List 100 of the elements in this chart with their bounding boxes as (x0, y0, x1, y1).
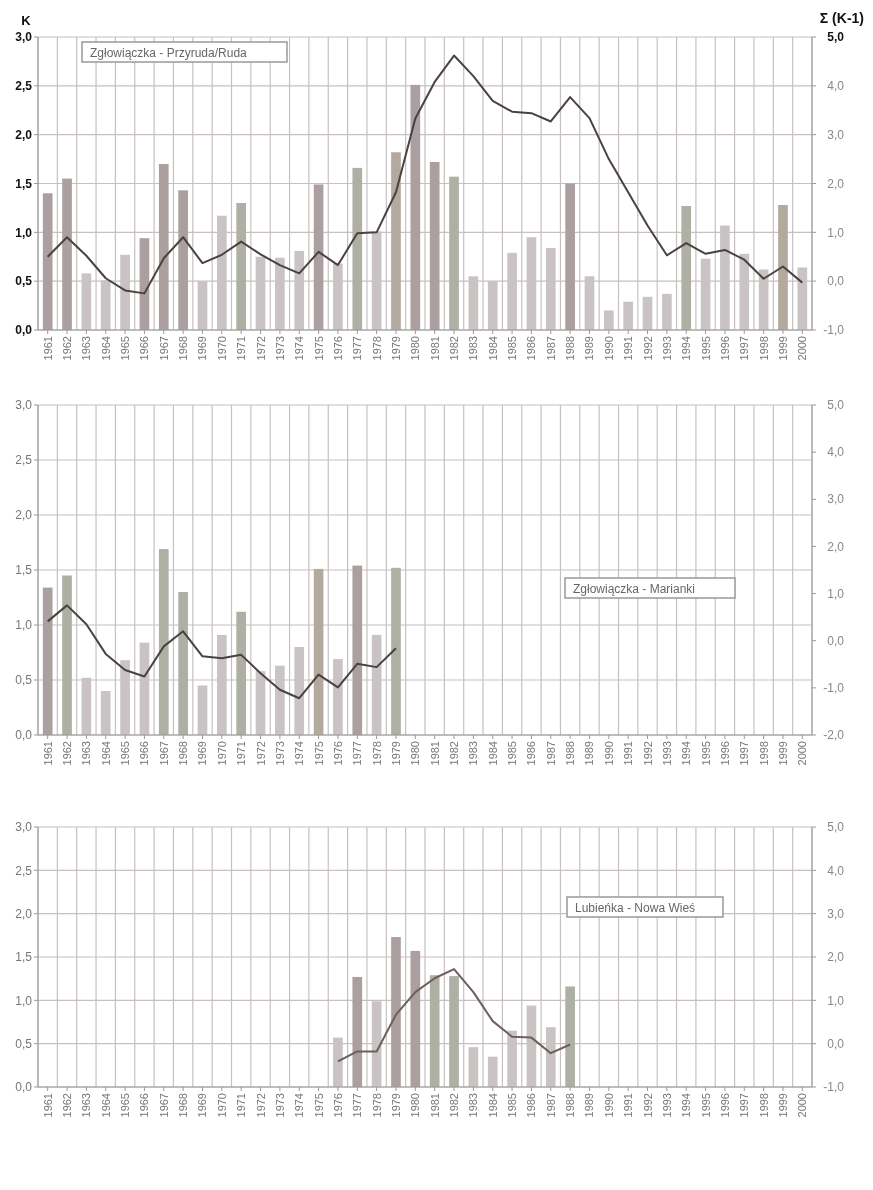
x-tick-label: 1962 (61, 336, 74, 361)
x-tick-label: 1977 (351, 1093, 364, 1118)
x-tick-label: 1999 (776, 1093, 789, 1118)
x-tick-label: 1976 (331, 1093, 344, 1118)
x-tick-label: 1970 (215, 1093, 228, 1118)
x-tick-label: 1984 (486, 741, 499, 766)
y2-tick-label: 1,0 (827, 586, 845, 601)
bar (410, 84, 421, 330)
y-tick-label: 3,0 (15, 820, 33, 835)
bar (449, 976, 459, 1087)
bar (197, 685, 208, 735)
x-tick-label: 1992 (641, 1093, 654, 1118)
title-box: Zgłowiączka - Przyruda/Ruda (81, 41, 288, 63)
y-axis-title: K (21, 13, 32, 28)
x-tick-label: 1967 (157, 336, 170, 361)
x-tick-label: 1985 (506, 1093, 519, 1118)
y2-tick-label: 4,0 (827, 445, 845, 460)
x-tick-label: 1962 (61, 741, 74, 766)
x-tick-label: 1972 (254, 1093, 267, 1118)
y-tick-label: 0,0 (15, 1080, 33, 1095)
y2-tick-label: 0,0 (827, 1036, 845, 1051)
x-tick-label: 1961 (41, 336, 54, 361)
x-tick-label: 1991 (622, 336, 635, 361)
x-tick-label: 1994 (680, 1093, 693, 1118)
x-tick-label: 1988 (564, 336, 577, 361)
x-tick-label: 1965 (119, 1093, 132, 1118)
x-tick-label: 1984 (486, 1093, 499, 1118)
x-tick-label: 1994 (680, 336, 693, 361)
x-tick-label: 1992 (641, 741, 654, 766)
y2-tick-label: 5,0 (827, 820, 845, 835)
bar (565, 183, 575, 330)
x-tick-label: 1978 (370, 1093, 383, 1118)
x-tick-label: 1997 (738, 741, 751, 766)
x-tick-label: 1982 (448, 1093, 461, 1118)
x-tick-label: 1995 (699, 336, 712, 361)
x-tick-label: 1964 (99, 741, 112, 766)
x-tick-label: 1997 (738, 336, 751, 361)
x-tick-label: 2000 (796, 1093, 809, 1118)
x-tick-label: 1990 (602, 1093, 615, 1118)
x-tick-label: 1979 (389, 741, 402, 766)
x-tick-label: 2000 (796, 336, 809, 361)
line-series (336, 968, 572, 1063)
y2-tick-label: 3,0 (827, 492, 845, 507)
y-tick-label: 1,5 (15, 176, 33, 191)
x-tick-label: 1973 (273, 336, 286, 361)
x-tick-label: 1973 (273, 1093, 286, 1118)
x-tick-label: 1999 (776, 741, 789, 766)
bar (603, 310, 614, 330)
x-tick-label: 1966 (138, 1093, 151, 1118)
x-tick-label: 1994 (680, 741, 693, 766)
y-tick-label: 0,0 (15, 323, 33, 338)
y2-tick-label: 1,0 (827, 993, 845, 1008)
y2-tick-label: 4,0 (827, 863, 845, 878)
x-tick-label: 1963 (80, 1093, 93, 1118)
title-box: Lubieńka - Nowa Wieś (566, 896, 724, 918)
x-tick-label: 1990 (602, 336, 615, 361)
x-tick-label: 1984 (486, 336, 499, 361)
x-tick-label: 1996 (718, 741, 731, 766)
x-tick-label: 1986 (525, 1093, 538, 1118)
x-tick-label: 1963 (80, 336, 93, 361)
y-tick-label: 0,5 (15, 274, 33, 289)
bar (565, 986, 575, 1087)
y2-tick-label: -1,0 (823, 1080, 845, 1095)
x-tick-label: 1976 (331, 336, 344, 361)
x-tick-label: 1975 (312, 336, 325, 361)
x-tick-label: 1974 (293, 1093, 306, 1118)
bar (42, 587, 53, 735)
x-tick-label: 1996 (718, 1093, 731, 1118)
x-tick-label: 1987 (544, 741, 557, 766)
title-box: Zgłowiączka - Marianki (564, 577, 736, 599)
y-tick-label: 1,0 (15, 225, 33, 240)
y-tick-label: 0,5 (15, 1036, 33, 1051)
y2-tick-label: -1,0 (823, 323, 845, 338)
y2-tick-label: 0,0 (827, 633, 845, 648)
y2-tick-label: 3,0 (827, 127, 845, 142)
y-tick-label: 1,5 (15, 950, 33, 965)
x-tick-label: 1988 (564, 741, 577, 766)
x-tick-label: 1998 (757, 336, 770, 361)
bar (391, 567, 401, 735)
x-tick-label: 1986 (525, 336, 538, 361)
x-tick-label: 1981 (428, 336, 441, 361)
x-tick-label: 1995 (699, 741, 712, 766)
bar (158, 549, 169, 735)
bar (429, 975, 440, 1087)
x-tick-label: 1999 (776, 336, 789, 361)
x-tick-label: 1981 (428, 1093, 441, 1118)
bar (178, 592, 188, 735)
x-tick-label: 1980 (409, 741, 422, 766)
x-tick-label: 1965 (119, 741, 132, 766)
x-tick-label: 1975 (312, 1093, 325, 1118)
x-tick-label: 1989 (583, 741, 596, 766)
y-tick-label: 1,0 (15, 618, 33, 633)
x-tick-label: 1993 (660, 336, 673, 361)
y-tick-label: 1,5 (15, 563, 33, 578)
bar (352, 976, 363, 1087)
bar (62, 575, 72, 735)
x-tick-label: 1972 (254, 336, 267, 361)
x-tick-label: 1964 (99, 1093, 112, 1118)
bar (487, 1056, 498, 1087)
bar (410, 950, 421, 1087)
